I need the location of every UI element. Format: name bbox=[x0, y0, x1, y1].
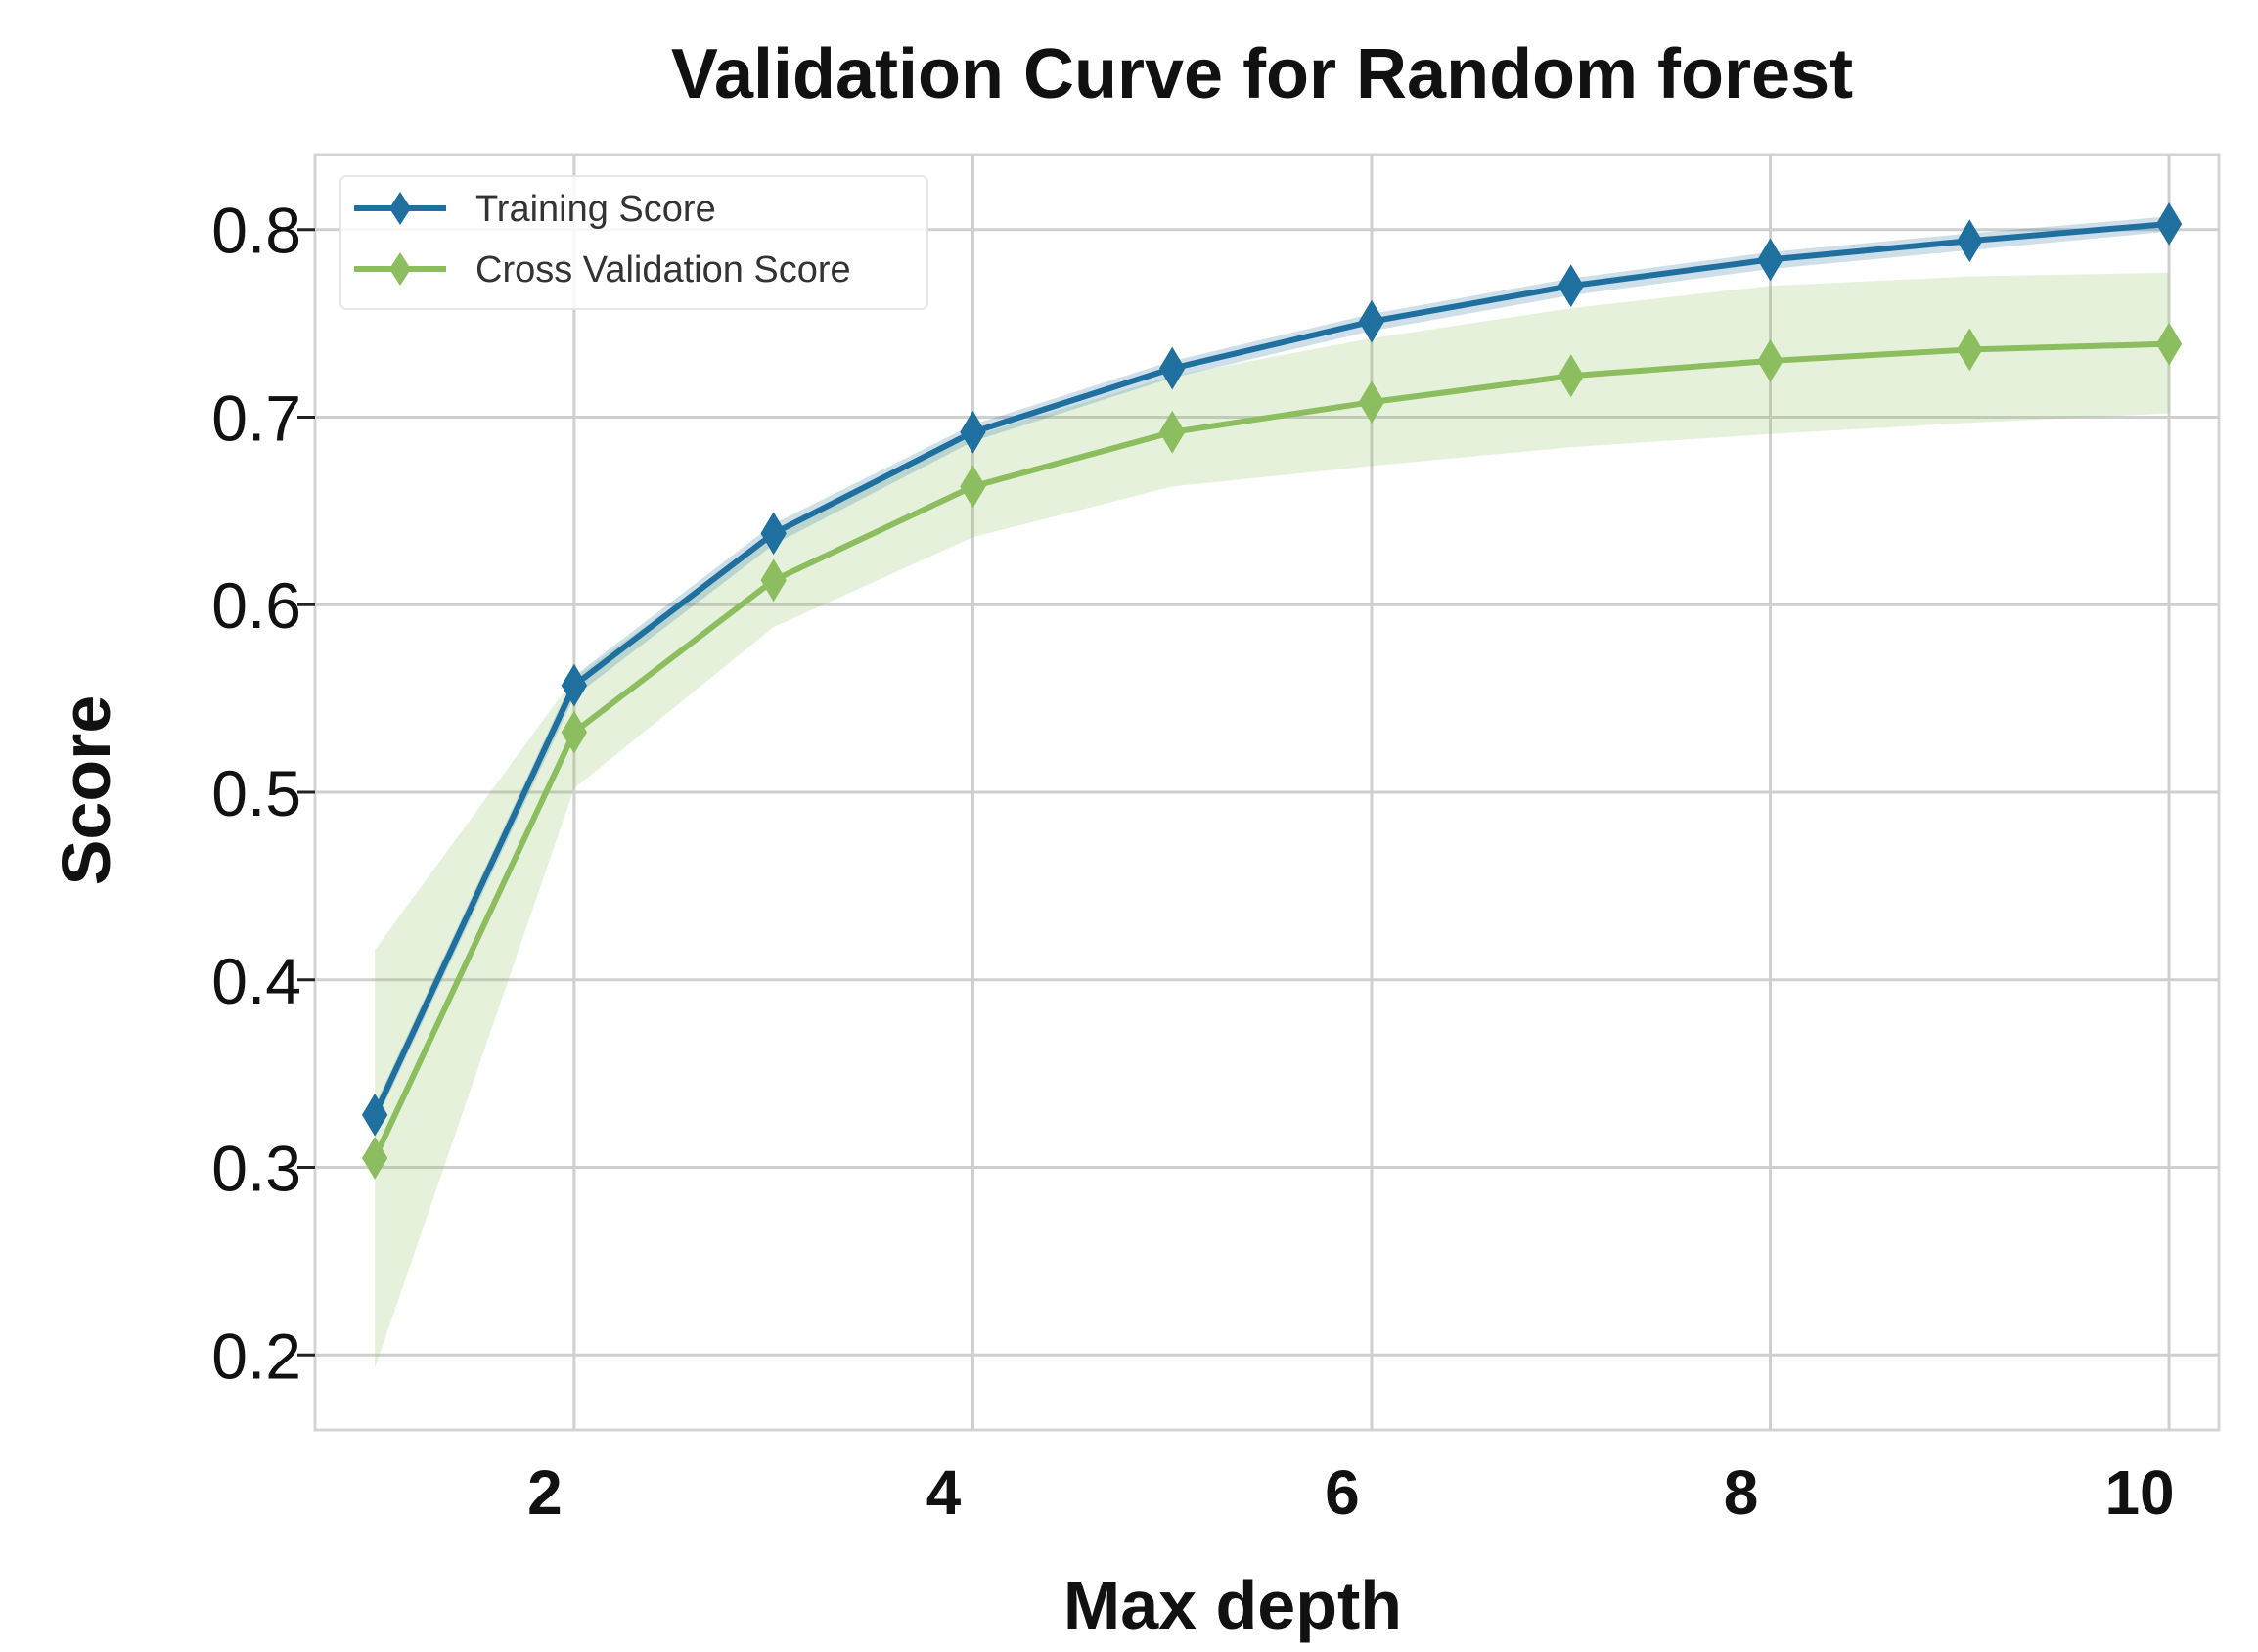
data-point-cross-validation-score bbox=[1558, 354, 1584, 398]
data-point-training-score bbox=[561, 663, 588, 707]
data-point-training-score bbox=[1957, 219, 1983, 263]
y-tick-label: 0.7 bbox=[211, 381, 301, 454]
plot-area: 0.2 0.3 0.4 0.5 0.6 0.7 0.8 2 4 6 8 10 Training Scor… bbox=[211, 153, 2221, 1528]
data-point-training-score bbox=[960, 410, 986, 454]
x-tick-label: 6 bbox=[1325, 1457, 1360, 1528]
series-line-training-score bbox=[372, 220, 2170, 1117]
y-tick-label: 0.5 bbox=[211, 757, 301, 829]
y-tick-label: 0.2 bbox=[211, 1319, 301, 1392]
data-point-cross-validation-score bbox=[1957, 328, 1983, 372]
data-point-training-score bbox=[760, 512, 787, 556]
y-tick-label: 0.8 bbox=[211, 195, 301, 267]
x-tick-label: 2 bbox=[527, 1457, 563, 1528]
y-tick-label: 0.3 bbox=[211, 1133, 301, 1205]
data-point-training-score bbox=[1159, 346, 1186, 390]
chart-title: Validation Curve for Random forest bbox=[671, 35, 1853, 113]
series-line-cross-validation-score bbox=[372, 340, 2170, 1160]
data-point-training-score bbox=[2155, 202, 2183, 246]
legend-label: Training Score bbox=[475, 189, 716, 230]
data-point-training-score bbox=[361, 1093, 388, 1137]
x-axis-label: Max depth bbox=[1063, 1567, 1402, 1643]
legend-marker bbox=[389, 252, 411, 286]
data-point-cross-validation-score bbox=[1757, 338, 1784, 382]
y-tick-label: 0.4 bbox=[211, 945, 301, 1017]
y-axis-label: Score bbox=[48, 695, 124, 886]
data-point-cross-validation-score bbox=[760, 558, 787, 603]
data-point-training-score bbox=[1358, 299, 1385, 343]
data-point-cross-validation-score bbox=[561, 710, 588, 754]
data-point-training-score bbox=[1558, 264, 1584, 308]
band-cross-validation-score bbox=[375, 272, 2170, 1368]
x-tick-label: 8 bbox=[1724, 1457, 1759, 1528]
x-tick-label: 4 bbox=[926, 1457, 962, 1528]
x-tick-label: 10 bbox=[2104, 1457, 2174, 1528]
data-point-cross-validation-score bbox=[2155, 322, 2183, 366]
legend-box bbox=[339, 175, 928, 310]
data-point-cross-validation-score bbox=[960, 465, 986, 509]
data-point-cross-validation-score bbox=[361, 1136, 388, 1180]
y-tick-label: 0.6 bbox=[211, 569, 301, 642]
data-point-cross-validation-score bbox=[1358, 380, 1385, 424]
legend-label: Cross Validation Score bbox=[475, 249, 851, 290]
data-point-cross-validation-score bbox=[1159, 410, 1186, 454]
legend-marker bbox=[389, 192, 411, 225]
data-point-training-score bbox=[1757, 238, 1784, 282]
